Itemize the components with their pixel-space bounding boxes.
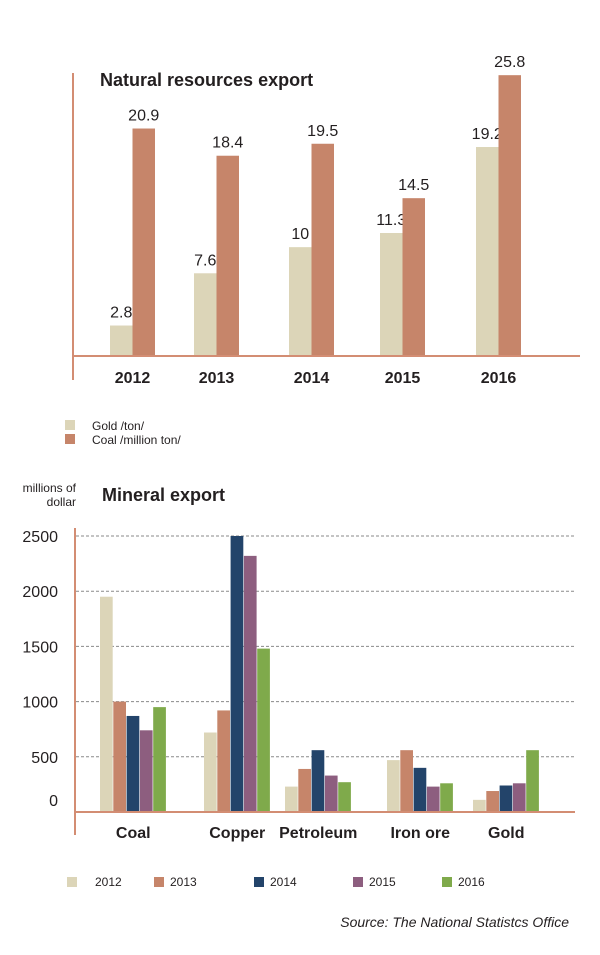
c2-bar-iron-ore-2016 bbox=[440, 783, 453, 812]
c2-bar-coal-2015 bbox=[139, 730, 153, 812]
c2-bar-petroleum-2012 bbox=[285, 786, 298, 812]
c1-x-tick-label: 2016 bbox=[481, 370, 517, 387]
c2-bar-copper-2016 bbox=[257, 648, 270, 812]
c2-y-tick-label: 2500 bbox=[22, 529, 58, 546]
c1-x-tick-label: 2012 bbox=[115, 370, 151, 387]
c2-y-tick-label: 1500 bbox=[22, 639, 58, 656]
c2-x-tick-label: Gold bbox=[488, 825, 524, 842]
mineral-export-chart: millions of dollar Mineral export 0 500 10… bbox=[22, 481, 575, 889]
legend-label-2013: 2013 bbox=[170, 875, 197, 889]
c2-bar-gold-2014 bbox=[499, 785, 513, 812]
source-note: Source: The National Statistcs Office bbox=[340, 914, 569, 930]
c2-x-tick-label: Petroleum bbox=[279, 825, 357, 842]
c2-ylabel-line1: millions of bbox=[23, 481, 77, 495]
c2-bar-petroleum-2016 bbox=[338, 782, 351, 812]
c2-y-tick-label: 1000 bbox=[22, 695, 58, 712]
c2-bar-coal-2014 bbox=[126, 715, 140, 812]
c2-title: Mineral export bbox=[102, 485, 225, 505]
legend-swatch-2014 bbox=[254, 877, 264, 887]
legend-label-coal: Coal /million ton/ bbox=[92, 433, 181, 447]
c1-data-label: 20.9 bbox=[128, 108, 159, 125]
legend-label-2016: 2016 bbox=[458, 875, 485, 889]
c2-bar-coal-2013 bbox=[113, 701, 126, 812]
c2-bar-petroleum-2013 bbox=[298, 768, 311, 812]
c1-data-label: 14.5 bbox=[398, 177, 429, 194]
c1-bar-gold-2013 bbox=[194, 273, 217, 356]
c1-data-label: 10 bbox=[291, 226, 309, 243]
legend-label-2014: 2014 bbox=[270, 875, 297, 889]
c2-bar-iron-ore-2012 bbox=[387, 760, 400, 812]
legend-label-2015: 2015 bbox=[369, 875, 396, 889]
c1-bar-gold-2015 bbox=[380, 233, 403, 356]
c1-bar-gold-2016 bbox=[476, 147, 499, 356]
c2-bar-petroleum-2015 bbox=[324, 775, 338, 812]
c2-y-tick-label: 500 bbox=[31, 750, 58, 767]
c1-bar-gold-2012 bbox=[110, 325, 133, 356]
c2-bar-iron-ore-2015 bbox=[426, 786, 440, 812]
c2-bar-gold-2012 bbox=[473, 799, 486, 812]
c2-bar-gold-2015 bbox=[512, 783, 526, 812]
c1-data-label: 19.2 bbox=[472, 126, 503, 143]
c1-data-label: 25.8 bbox=[494, 54, 525, 71]
legend-swatch-2012 bbox=[67, 877, 77, 887]
c1-x-tick-label: 2013 bbox=[199, 370, 235, 387]
c1-data-label: 2.8 bbox=[110, 305, 132, 322]
c2-bar-copper-2012 bbox=[204, 732, 217, 812]
c1-bar-coal-2014 bbox=[311, 143, 334, 356]
c1-x-tick-label: 2015 bbox=[385, 370, 421, 387]
c2-bar-copper-2013 bbox=[217, 710, 230, 812]
c2-bar-gold-2016 bbox=[526, 750, 539, 812]
natural-resources-chart: Natural resources export 2.8 20.9 7.6 18.4 1… bbox=[65, 54, 580, 447]
c2-y-tick-label: 0 bbox=[49, 793, 58, 810]
c1-x-tick-label: 2014 bbox=[294, 370, 330, 387]
legend-swatch-coal bbox=[65, 434, 75, 444]
c2-bar-iron-ore-2013 bbox=[400, 750, 413, 812]
c2-bar-petroleum-2014 bbox=[311, 750, 325, 812]
c2-bar-copper-2015 bbox=[243, 555, 257, 812]
c1-data-label: 18.4 bbox=[212, 135, 243, 152]
c2-x-tick-label: Coal bbox=[116, 825, 151, 842]
c2-bar-coal-2012 bbox=[100, 596, 113, 812]
c2-bar-gold-2013 bbox=[486, 791, 499, 812]
c2-x-tick-label: Iron ore bbox=[390, 825, 450, 842]
c1-bar-gold-2014 bbox=[289, 247, 312, 356]
c1-legend: Gold /ton/ Coal /million ton/ bbox=[65, 419, 181, 447]
c1-data-label: 19.5 bbox=[307, 123, 338, 140]
c1-bar-coal-2015 bbox=[402, 198, 425, 356]
c2-x-tick-label: Copper bbox=[209, 825, 265, 842]
c1-bar-coal-2016 bbox=[498, 75, 521, 356]
c2-ylabel-line2: dollar bbox=[47, 495, 76, 509]
legend-swatch-gold bbox=[65, 420, 75, 430]
c1-data-label: 7.6 bbox=[194, 252, 216, 269]
legend-swatch-2013 bbox=[154, 877, 164, 887]
legend-swatch-2015 bbox=[353, 877, 363, 887]
c1-bar-coal-2013 bbox=[216, 155, 239, 356]
legend-label-gold: Gold /ton/ bbox=[92, 419, 145, 433]
c2-y-tick-label: 2000 bbox=[22, 584, 58, 601]
c1-data-label: 11.3 bbox=[376, 212, 406, 229]
legend-label-2012: 2012 bbox=[95, 875, 122, 889]
c2-bar-copper-2014 bbox=[230, 536, 244, 812]
c1-bar-coal-2012 bbox=[132, 128, 155, 356]
c1-title: Natural resources export bbox=[100, 70, 313, 90]
c2-legend: 2012 2013 2014 2015 2016 bbox=[67, 875, 485, 889]
c2-bar-coal-2016 bbox=[153, 707, 166, 812]
legend-swatch-2016 bbox=[442, 877, 452, 887]
c2-bar-iron-ore-2014 bbox=[413, 767, 427, 812]
